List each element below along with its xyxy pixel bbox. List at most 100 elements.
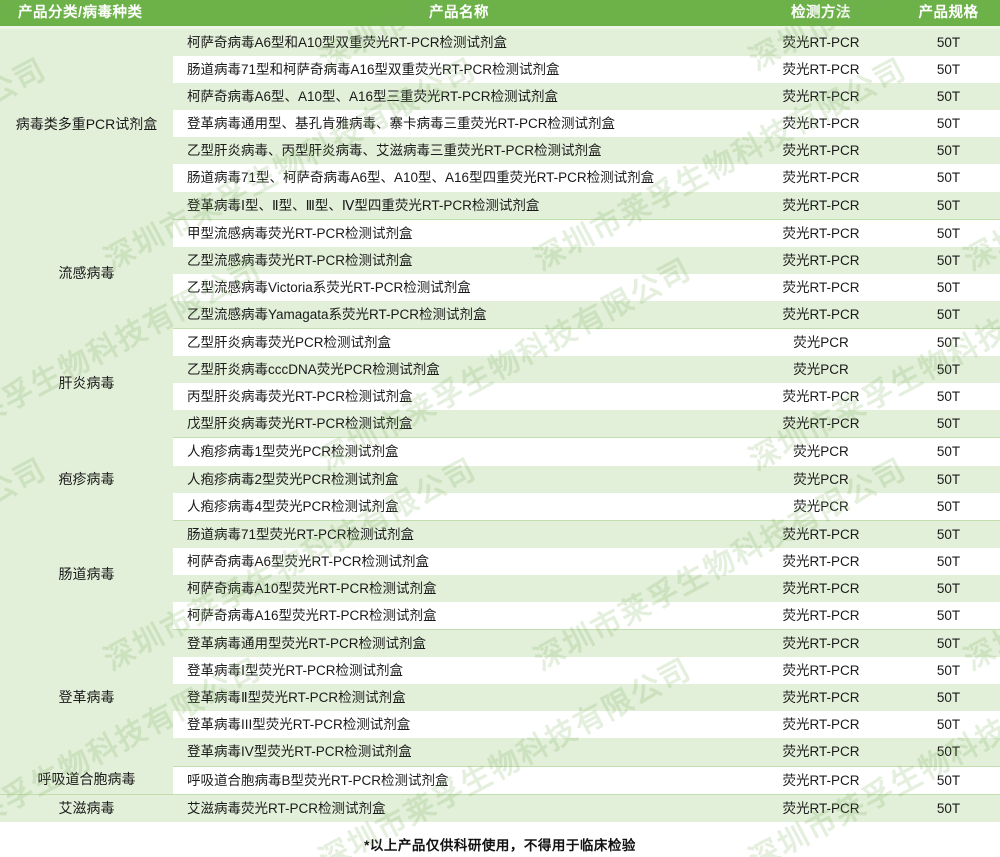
cell-name: 乙型肝炎病毒cccDNA荧光PCR检测试剂盒 [173, 356, 745, 384]
cell-spec: 50T [897, 410, 1000, 439]
table-row: 登革病毒Ⅱ型荧光RT-PCR检测试剂盒 荧光RT-PCR 50T [0, 684, 1000, 712]
category-cell: 艾滋病毒 [0, 794, 173, 822]
cell-spec: 50T [897, 711, 1000, 739]
cell-spec: 50T [897, 83, 1000, 111]
cell-method: 荧光RT-PCR [745, 629, 897, 658]
header-rule-cell [173, 26, 745, 29]
cell-name: 戊型肝炎病毒荧光RT-PCR检测试剂盒 [173, 410, 745, 439]
table-row: 艾滋病毒 艾滋病毒荧光RT-PCR检测试剂盒 荧光RT-PCR 50T [0, 794, 1000, 822]
column-header-category: 产品分类/病毒种类 [0, 0, 173, 26]
table-body: 病毒类多重PCR试剂盒 柯萨奇病毒A6型和A10型双重荧光RT-PCR检测试剂盒荧… [0, 29, 1000, 822]
cell-name: 乙型肝炎病毒荧光PCR检测试剂盒 [173, 328, 745, 357]
cell-spec: 50T [897, 273, 1000, 301]
cell-spec: 50T [897, 437, 1000, 466]
cell-method: 荧光RT-PCR [745, 601, 897, 631]
cell-method: 荧光RT-PCR [745, 383, 897, 411]
cell-method: 荧光PCR [745, 328, 897, 357]
table-row: 乙型流感病毒荧光RT-PCR检测试剂盒 荧光RT-PCR 50T [0, 246, 1000, 274]
cell-name: 乙型流感病毒荧光RT-PCR检测试剂盒 [173, 246, 745, 274]
category-cell: 流感病毒 [0, 219, 173, 329]
table-row: 戊型肝炎病毒荧光RT-PCR检测试剂盒 荧光RT-PCR 50T [0, 410, 1000, 439]
table-row: 肠道病毒 肠道病毒71型荧光RT-PCR检测试剂盒 荧光RT-PCR 50T [0, 520, 1000, 630]
cell-method: 荧光RT-PCR [745, 56, 897, 84]
cell-method: 荧光RT-PCR [745, 711, 897, 739]
table-row: 柯萨奇病毒A16型荧光RT-PCR检测试剂盒 荧光RT-PCR 50T [0, 601, 1000, 631]
category-cell: 病毒类多重PCR试剂盒 [0, 29, 173, 220]
cell-name: 人疱疹病毒2型荧光PCR检测试剂盒 [173, 465, 745, 493]
table-row: 人疱疹病毒4型荧光PCR检测试剂盒 荧光PCR 50T [0, 492, 1000, 521]
cell-spec: 50T [897, 601, 1000, 631]
table-row: 肠道病毒71型和柯萨奇病毒A16型双重荧光RT-PCR检测试剂盒 荧光RT-PCR… [0, 56, 1000, 84]
column-header-method: 检测方法 [745, 0, 897, 26]
cell-spec: 50T [897, 738, 1000, 767]
cell-name: 人疱疹病毒4型荧光PCR检测试剂盒 [173, 492, 745, 521]
cell-method: 荧光RT-PCR [745, 684, 897, 712]
cell-spec: 50T [897, 520, 1000, 548]
cell-spec: 50T [897, 574, 1000, 602]
cell-name: 登革病毒Ⅱ型荧光RT-PCR检测试剂盒 [173, 684, 745, 712]
header-rule-cell [745, 26, 897, 29]
cell-spec: 50T [897, 246, 1000, 274]
cell-name: 乙型流感病毒Victoria系荧光RT-PCR检测试剂盒 [173, 273, 745, 301]
cell-method: 荧光RT-PCR [745, 246, 897, 274]
cell-method: 荧光PCR [745, 437, 897, 466]
table-row: 疱疹病毒 人疱疹病毒1型荧光PCR检测试剂盒 荧光PCR 50T [0, 437, 1000, 521]
cell-method: 荧光RT-PCR [745, 520, 897, 548]
cell-method: 荧光RT-PCR [745, 137, 897, 165]
cell-method: 荧光RT-PCR [745, 110, 897, 138]
cell-spec: 50T [897, 383, 1000, 411]
cell-spec: 50T [897, 219, 1000, 247]
table-row: 乙型流感病毒Yamagata系荧光RT-PCR检测试剂盒 荧光RT-PCR 50T [0, 300, 1000, 330]
column-header-name: 产品名称 [173, 0, 745, 26]
cell-name: 柯萨奇病毒A6型、A10型、A16型三重荧光RT-PCR检测试剂盒 [173, 83, 745, 111]
table-row: 柯萨奇病毒A10型荧光RT-PCR检测试剂盒 荧光RT-PCR 50T [0, 574, 1000, 602]
header-rule [0, 26, 1000, 29]
cell-name: 登革病毒III型荧光RT-PCR检测试剂盒 [173, 711, 745, 739]
cell-method: 荧光RT-PCR [745, 191, 897, 220]
cell-method: 荧光PCR [745, 465, 897, 493]
table-row: 登革病毒IV型荧光RT-PCR检测试剂盒 荧光RT-PCR 50T [0, 738, 1000, 767]
cell-name: 乙型流感病毒Yamagata系荧光RT-PCR检测试剂盒 [173, 300, 745, 330]
cell-name: 肠道病毒71型荧光RT-PCR检测试剂盒 [173, 520, 745, 548]
category-cell: 呼吸道合胞病毒 [0, 766, 173, 795]
table-row: 登革病毒III型荧光RT-PCR检测试剂盒 荧光RT-PCR 50T [0, 711, 1000, 739]
header-row: 产品分类/病毒种类 产品名称 检测方法 产品规格 [0, 0, 1000, 26]
category-cell: 肠道病毒 [0, 520, 173, 630]
cell-spec: 50T [897, 657, 1000, 685]
table-row: 登革病毒 登革病毒通用型荧光RT-PCR检测试剂盒 荧光RT-PCR 50T [0, 629, 1000, 767]
table-row: 乙型肝炎病毒、丙型肝炎病毒、艾滋病毒三重荧光RT-PCR检测试剂盒 荧光RT-PC… [0, 137, 1000, 165]
cell-method: 荧光RT-PCR [745, 29, 897, 57]
cell-name: 人疱疹病毒1型荧光PCR检测试剂盒 [173, 437, 745, 466]
cell-spec: 50T [897, 629, 1000, 658]
cell-name: 丙型肝炎病毒荧光RT-PCR检测试剂盒 [173, 383, 745, 411]
cell-name: 柯萨奇病毒A6型和A10型双重荧光RT-PCR检测试剂盒 [173, 29, 745, 57]
cell-spec: 50T [897, 191, 1000, 220]
cell-spec: 50T [897, 328, 1000, 357]
cell-method: 荧光PCR [745, 492, 897, 521]
cell-method: 荧光RT-PCR [745, 300, 897, 330]
cell-name: 登革病毒Ⅰ型、Ⅱ型、Ⅲ型、Ⅳ型四重荧光RT-PCR检测试剂盒 [173, 191, 745, 220]
cell-name: 登革病毒通用型、基孔肯雅病毒、寨卡病毒三重荧光RT-PCR检测试剂盒 [173, 110, 745, 138]
cell-name: 柯萨奇病毒A10型荧光RT-PCR检测试剂盒 [173, 574, 745, 602]
table-row: 柯萨奇病毒A6型荧光RT-PCR检测试剂盒 荧光RT-PCR 50T [0, 547, 1000, 575]
cell-spec: 50T [897, 547, 1000, 575]
cell-name: 乙型肝炎病毒、丙型肝炎病毒、艾滋病毒三重荧光RT-PCR检测试剂盒 [173, 137, 745, 165]
category-cell: 肝炎病毒 [0, 328, 173, 438]
cell-spec: 50T [897, 794, 1000, 822]
cell-name: 肠道病毒71型和柯萨奇病毒A16型双重荧光RT-PCR检测试剂盒 [173, 56, 745, 84]
table-row: 乙型肝炎病毒cccDNA荧光PCR检测试剂盒 荧光PCR 50T [0, 356, 1000, 384]
cell-name: 登革病毒通用型荧光RT-PCR检测试剂盒 [173, 629, 745, 658]
cell-name: 肠道病毒71型、柯萨奇病毒A6型、A10型、A16型四重荧光RT-PCR检测试剂… [173, 164, 745, 192]
cell-method: 荧光RT-PCR [745, 794, 897, 822]
cell-method: 荧光RT-PCR [745, 657, 897, 685]
cell-name: 登革病毒Ⅰ型荧光RT-PCR检测试剂盒 [173, 657, 745, 685]
cell-name: 甲型流感病毒荧光RT-PCR检测试剂盒 [173, 219, 745, 247]
cell-method: 荧光PCR [745, 356, 897, 384]
cell-name: 艾滋病毒荧光RT-PCR检测试剂盒 [173, 794, 745, 822]
cell-method: 荧光RT-PCR [745, 574, 897, 602]
table-row: 丙型肝炎病毒荧光RT-PCR检测试剂盒 荧光RT-PCR 50T [0, 383, 1000, 411]
footnote: *以上产品仅供科研使用，不得用于临床检验 [364, 837, 636, 853]
cell-name: 登革病毒IV型荧光RT-PCR检测试剂盒 [173, 738, 745, 767]
table-row: 登革病毒Ⅰ型、Ⅱ型、Ⅲ型、Ⅳ型四重荧光RT-PCR检测试剂盒 荧光RT-PCR 50… [0, 191, 1000, 220]
cell-name: 呼吸道合胞病毒B型荧光RT-PCR检测试剂盒 [173, 766, 745, 795]
